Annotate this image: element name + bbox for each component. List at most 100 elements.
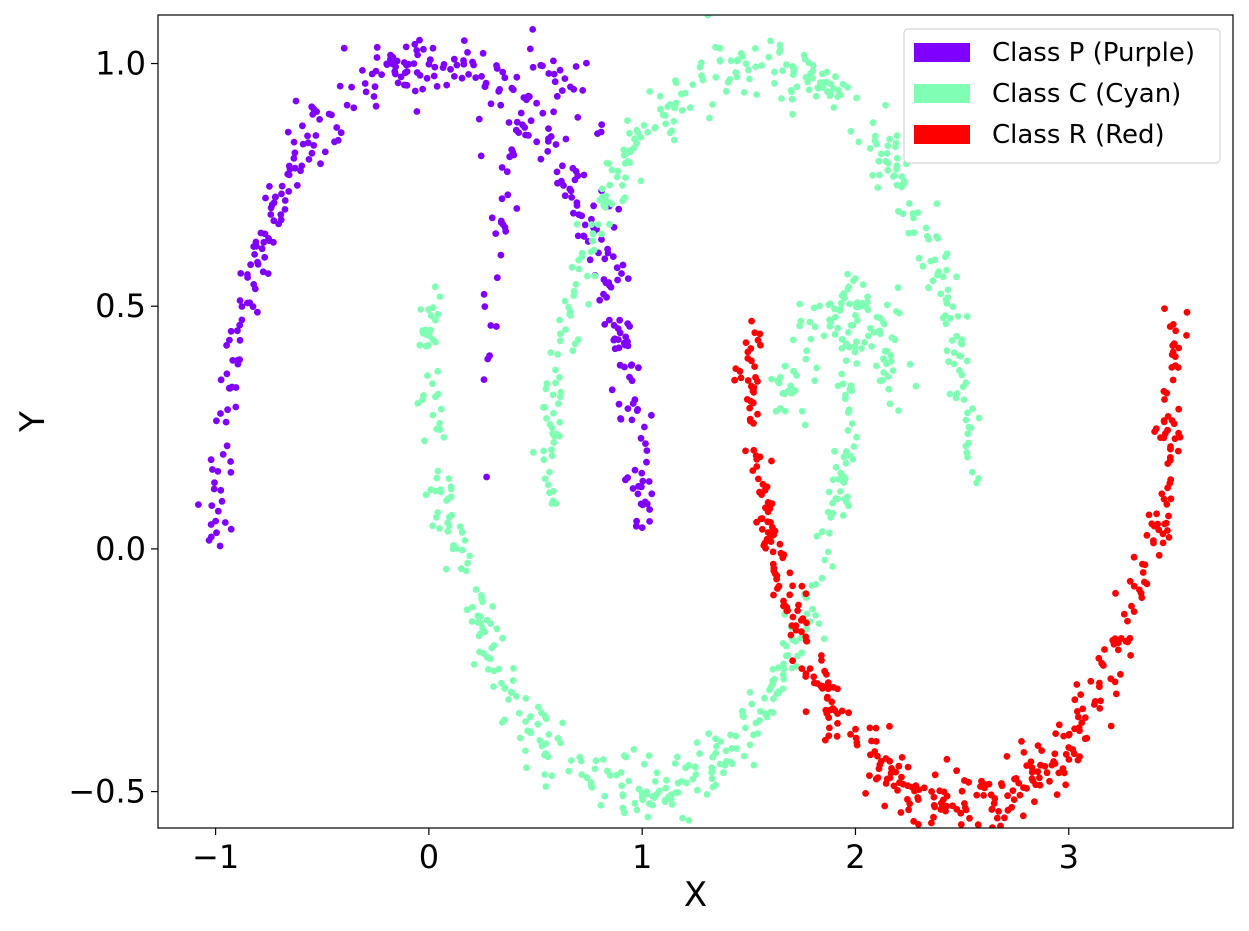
class-c-point: [843, 448, 850, 455]
class-c-point: [943, 347, 951, 355]
class-c-point: [844, 409, 852, 416]
class-c-point: [818, 574, 826, 582]
class-r-point: [1174, 447, 1182, 455]
class-p-point: [439, 64, 447, 71]
class-c-point: [706, 114, 713, 122]
class-c-point: [493, 625, 501, 633]
class-p-point: [278, 190, 285, 198]
class-r-point: [1034, 768, 1042, 776]
class-r-point: [1016, 791, 1024, 799]
class-c-point: [789, 110, 796, 118]
class-p-point: [624, 275, 632, 282]
class-r-point: [1183, 332, 1190, 339]
class-c-point: [618, 782, 626, 790]
class-p-point: [450, 73, 458, 80]
class-r-point: [795, 601, 802, 609]
class-r-point: [1130, 608, 1138, 615]
class-c-point: [633, 126, 641, 134]
class-c-point: [831, 331, 839, 338]
class-c-point: [871, 132, 879, 140]
class-c-point: [689, 775, 697, 783]
legend-label: Class P (Purple): [992, 38, 1195, 68]
class-c-point: [542, 385, 550, 393]
class-c-point: [758, 62, 766, 69]
class-c-point: [934, 271, 941, 279]
class-r-point: [753, 518, 760, 526]
class-c-point: [527, 729, 534, 737]
class-p-point: [574, 232, 582, 240]
class-r-point: [1078, 719, 1086, 726]
class-r-point: [749, 399, 757, 407]
class-c-point: [433, 474, 441, 482]
class-c-point: [960, 396, 968, 403]
class-p-point: [213, 529, 220, 537]
class-p-point: [579, 87, 587, 94]
class-p-point: [413, 69, 421, 76]
class-r-point: [852, 725, 859, 733]
class-c-point: [843, 340, 850, 348]
class-c-point: [601, 204, 609, 211]
legend-label: Class R (Red): [992, 120, 1165, 150]
class-p-point: [544, 148, 552, 155]
class-r-point: [786, 569, 794, 577]
class-c-point: [876, 377, 884, 385]
class-c-point: [885, 385, 893, 393]
class-p-point: [292, 97, 300, 105]
class-c-point: [835, 475, 843, 483]
class-r-point: [938, 804, 946, 811]
class-r-point: [1004, 806, 1012, 814]
class-r-point: [824, 685, 832, 693]
class-p-point: [214, 507, 222, 515]
class-p-point: [616, 329, 624, 337]
class-c-point: [565, 303, 572, 311]
class-c-point: [825, 301, 833, 309]
class-c-point: [556, 337, 564, 345]
class-c-point: [746, 75, 753, 83]
class-p-point: [552, 141, 560, 148]
class-p-point: [236, 321, 244, 329]
class-c-point: [547, 349, 555, 356]
legend-swatch: [914, 84, 970, 103]
class-c-point: [827, 513, 834, 521]
class-c-point: [587, 782, 595, 789]
class-c-point: [776, 405, 784, 412]
class-c-point: [827, 317, 835, 325]
class-c-point: [705, 730, 713, 738]
class-p-point: [237, 270, 245, 277]
class-r-point: [914, 796, 922, 803]
class-r-point: [1114, 646, 1122, 654]
class-c-point: [474, 618, 482, 626]
class-p-point: [620, 339, 628, 347]
y-tick-label: 0.0: [95, 530, 146, 568]
class-r-point: [874, 752, 881, 760]
class-c-point: [962, 442, 970, 450]
class-c-point: [873, 313, 881, 321]
class-c-point: [659, 111, 667, 119]
class-c-point: [894, 284, 902, 292]
class-p-point: [523, 96, 530, 104]
class-p-point: [226, 384, 234, 392]
class-r-point: [988, 806, 996, 813]
class-r-point: [920, 784, 928, 792]
class-p-point: [312, 132, 320, 139]
class-r-point: [776, 540, 784, 548]
class-c-point: [958, 340, 966, 348]
class-c-point: [663, 776, 670, 784]
class-r-point: [1115, 639, 1122, 647]
class-c-point: [832, 464, 840, 471]
class-r-point: [769, 523, 776, 531]
class-c-point: [765, 53, 773, 61]
class-c-point: [859, 300, 866, 308]
class-c-point: [945, 358, 952, 366]
class-p-point: [261, 253, 269, 261]
class-c-point: [893, 165, 900, 173]
class-c-point: [847, 127, 855, 135]
class-p-point: [447, 65, 454, 73]
class-r-point: [997, 822, 1004, 828]
class-c-point: [559, 719, 567, 727]
class-c-point: [853, 94, 860, 102]
class-r-point: [770, 564, 778, 572]
class-c-point: [588, 237, 596, 245]
class-c-point: [645, 752, 653, 759]
class-c-point: [958, 371, 966, 379]
